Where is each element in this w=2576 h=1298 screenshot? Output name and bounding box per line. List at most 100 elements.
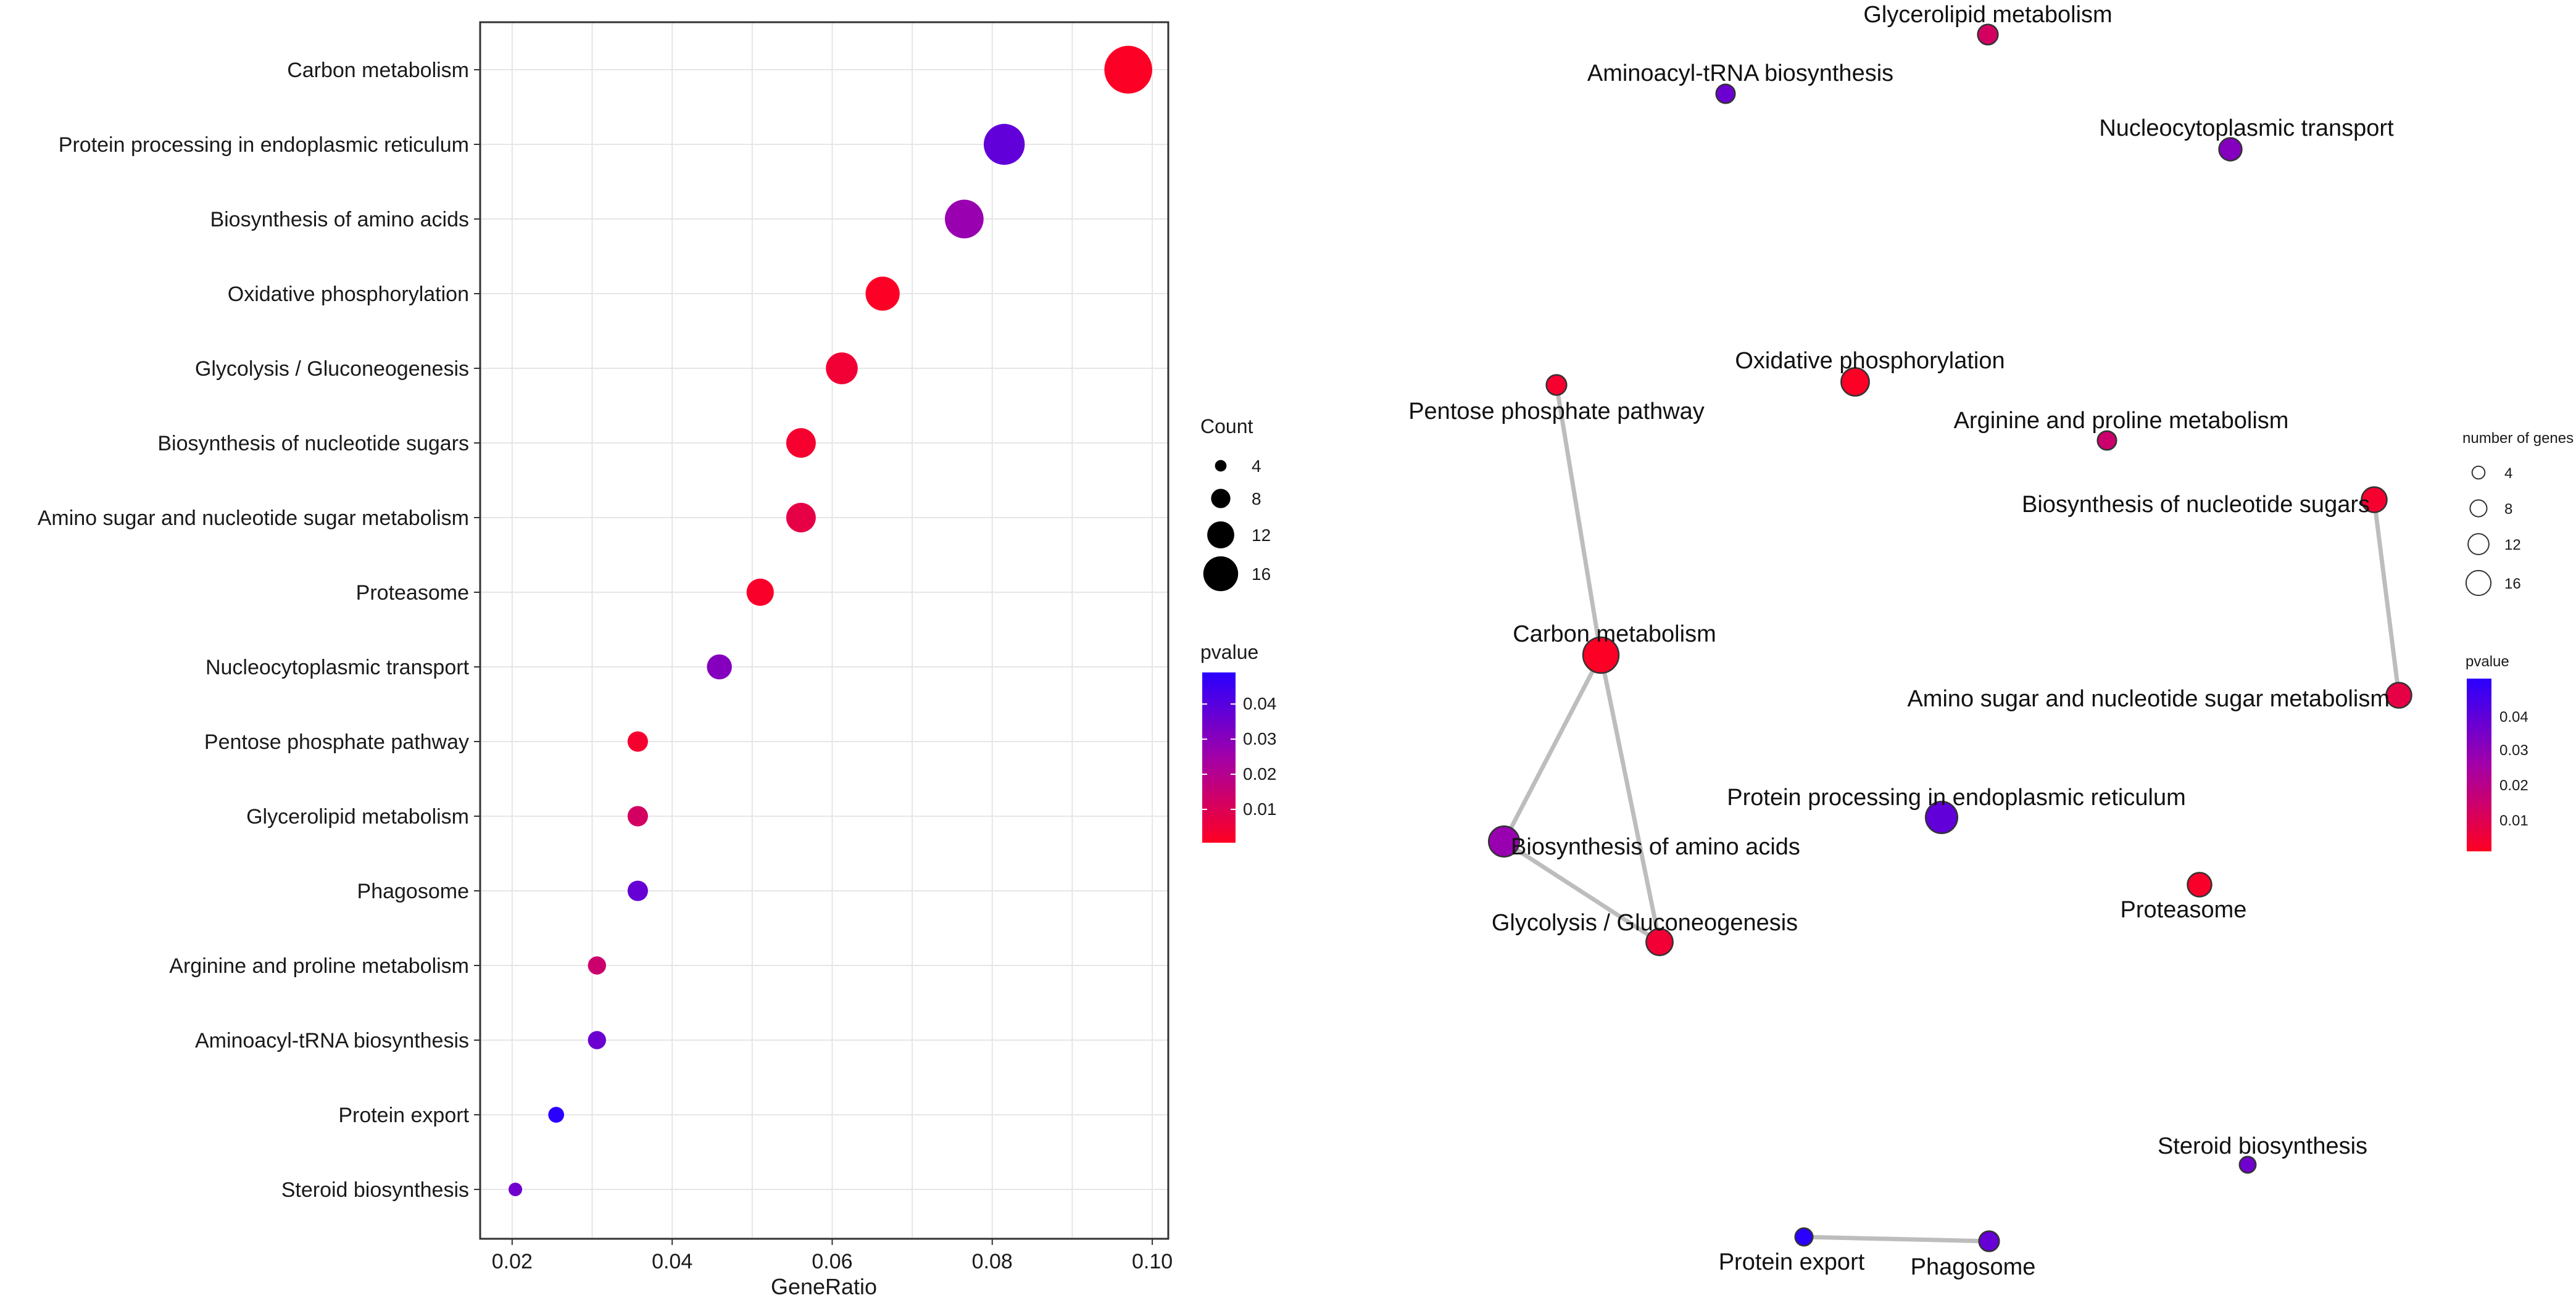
network-node-label: Biosynthesis of nucleotide sugars — [2022, 492, 2370, 518]
network-node — [2385, 682, 2412, 709]
network-node — [2218, 137, 2243, 162]
legend-pvalue-label: 0.02 — [1243, 764, 1277, 783]
network-edge — [1554, 384, 1603, 656]
network-legend-size-label: 4 — [2504, 465, 2512, 482]
y-tick-label: Phagosome — [357, 880, 469, 903]
network-node — [2187, 872, 2212, 898]
network-edge — [2372, 499, 2401, 696]
dot-point — [588, 1031, 606, 1049]
legend-pvalue-label: 0.04 — [1243, 694, 1277, 713]
legend-count: Count 4 8 12 16 — [1200, 415, 1271, 592]
legend-pvalue: pvalue 0.01 0.02 0.03 0.04 — [1200, 641, 1277, 843]
network-node — [1645, 928, 1674, 956]
dot-point — [548, 1107, 565, 1123]
network-node — [1545, 374, 1568, 396]
legend-count-title: Count — [1200, 415, 1253, 437]
legend-count-label: 8 — [1252, 489, 1261, 508]
network-node-label: Carbon metabolism — [1513, 621, 1716, 647]
network-edge — [1503, 840, 1661, 944]
network-node — [1978, 1230, 2000, 1252]
dotplot-x-ticks: 0.02 0.04 0.06 0.08 0.10 — [492, 1239, 1173, 1273]
dot-point — [826, 352, 858, 384]
network-node-label: Pentose phosphate pathway — [1408, 399, 1705, 424]
network-legend-size-swatch — [2471, 465, 2486, 480]
network-node-label: Phagosome — [1911, 1254, 2036, 1280]
legend-pvalue-title: pvalue — [1200, 641, 1258, 663]
network-node-label: Glycerolipid metabolism — [1863, 2, 2112, 28]
network-legend-pvalue-title: pvalue — [2466, 653, 2509, 670]
network-labels: Glycerolipid metabolism Aminoacyl-tRNA bi… — [1408, 2, 2394, 1280]
network-node — [1715, 83, 1736, 104]
enrichment-network: Glycerolipid metabolism Aminoacyl-tRNA bi… — [1408, 2, 2574, 1280]
network-node — [1924, 800, 1959, 835]
network-legend-size-label: 16 — [2504, 576, 2521, 592]
network-node-label: Proteasome — [2121, 897, 2247, 923]
network-legend-pvalue-label: 0.04 — [2499, 709, 2528, 725]
network-node — [1977, 23, 1999, 46]
network-legend-size-title: number of genes — [2462, 430, 2574, 447]
legend-count-swatch — [1215, 460, 1227, 472]
legend-count-swatch — [1203, 556, 1239, 592]
y-tick-label: Protein processing in endoplasmic reticu… — [59, 133, 469, 157]
dot-point — [509, 1183, 523, 1196]
network-node — [2096, 430, 2117, 451]
network-legend-size-swatch — [2465, 569, 2492, 597]
legend-pvalue-label: 0.01 — [1243, 800, 1277, 819]
network-nodes — [1488, 23, 2412, 1252]
network-node-label: Biosynthesis of amino acids — [1511, 834, 1800, 860]
x-tick-label: 0.10 — [1132, 1250, 1173, 1273]
y-tick-label: Oxidative phosphorylation — [228, 283, 469, 306]
network-legend-pvalue-label: 0.02 — [2499, 777, 2528, 794]
dot-point — [588, 956, 606, 975]
y-tick-label: Protein export — [338, 1104, 469, 1127]
y-tick-label: Steroid biosynthesis — [281, 1178, 469, 1202]
dotplot-y-tick-labels: Carbon metabolism Protein processing in e… — [38, 59, 480, 1202]
y-tick-label: Glycerolipid metabolism — [246, 805, 469, 829]
network-edge — [1803, 1234, 1990, 1244]
dot-point — [627, 731, 648, 752]
network-legend-pvalue-label: 0.01 — [2499, 812, 2528, 829]
legend-count-label: 4 — [1252, 457, 1261, 476]
dot-point — [627, 880, 648, 901]
network-edge — [1598, 655, 1662, 943]
dot-point — [707, 654, 732, 680]
dotplot-points — [509, 46, 1152, 1196]
x-tick-label: 0.08 — [972, 1250, 1013, 1273]
network-edge — [1502, 654, 1603, 843]
network-node — [2238, 1155, 2257, 1174]
y-tick-label: Biosynthesis of nucleotide sugars — [157, 432, 469, 455]
dot-point — [746, 578, 774, 606]
x-tick-label: 0.04 — [652, 1250, 692, 1273]
network-node — [1488, 825, 1520, 858]
dotplot-gridlines — [480, 22, 1168, 1239]
legend-count-label: 16 — [1252, 564, 1271, 584]
network-node-label: Steroid biosynthesis — [2158, 1133, 2367, 1159]
network-node — [1794, 1227, 1814, 1247]
y-tick-label: Amino sugar and nucleotide sugar metabol… — [38, 506, 469, 530]
legend-count-label: 12 — [1252, 526, 1271, 545]
network-legend-pvalue: pvalue 0.04 0.03 0.02 0.01 — [2466, 653, 2528, 851]
network-legend-size-swatch — [2469, 499, 2488, 518]
dot-point — [786, 503, 816, 532]
legend-count-swatch — [1207, 521, 1234, 548]
legend-count-swatch — [1211, 489, 1231, 508]
y-tick-label: Arginine and proline metabolism — [169, 954, 469, 978]
network-node-label: Nucleocytoplasmic transport — [2099, 115, 2394, 141]
network-node — [1582, 636, 1620, 674]
y-tick-label: Carbon metabolism — [287, 59, 469, 82]
dot-point — [865, 276, 900, 311]
dotplot-chart: Carbon metabolism Protein processing in e… — [38, 21, 1277, 1298]
dot-point — [984, 123, 1025, 165]
network-node-label: Aminoacyl-tRNA biosynthesis — [1587, 60, 1893, 86]
network-edges — [1502, 384, 2401, 1244]
legend-pvalue-colorbar — [1202, 672, 1236, 843]
network-node-label: Arginine and proline metabolism — [1954, 408, 2289, 434]
dot-point — [945, 199, 984, 239]
network-node-label: Amino sugar and nucleotide sugar metabol… — [1907, 686, 2390, 712]
x-axis-title: GeneRatio — [771, 1274, 877, 1298]
network-node-label: Oxidative phosphorylation — [1735, 348, 2005, 374]
x-tick-label: 0.06 — [812, 1250, 852, 1273]
network-legend-pvalue-label: 0.03 — [2499, 742, 2528, 759]
network-node — [2361, 486, 2388, 513]
